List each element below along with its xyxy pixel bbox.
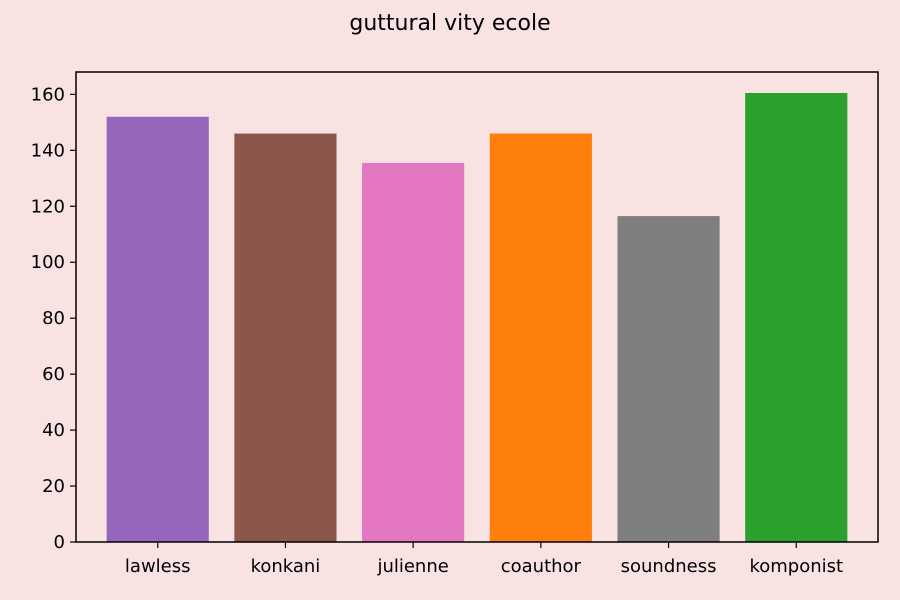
x-tick-label-komponist: komponist xyxy=(749,556,843,577)
x-tick-label-konkani: konkani xyxy=(251,556,321,577)
y-tick-label: 20 xyxy=(42,476,65,497)
bar-julienne xyxy=(362,162,465,543)
bar-konkani xyxy=(234,133,337,543)
y-tick-label: 40 xyxy=(42,420,65,441)
y-axis-ticks: 0 20 40 60 80 100 120 140 160 xyxy=(31,84,76,553)
x-axis-ticks: lawless konkani julienne coauthor soundness k… xyxy=(125,542,843,577)
bar-komponist xyxy=(745,92,848,542)
y-tick-label: 120 xyxy=(31,196,65,217)
bar-coauthor xyxy=(489,133,592,543)
y-tick-label: 0 xyxy=(54,532,65,553)
x-tick-label-coauthor: coauthor xyxy=(501,556,582,577)
bar-lawless xyxy=(106,116,209,542)
x-tick-label-julienne: julienne xyxy=(376,556,448,577)
y-tick-label: 140 xyxy=(31,140,65,161)
y-tick-label: 100 xyxy=(31,252,65,273)
x-tick-label-soundness: soundness xyxy=(621,556,717,577)
bar-soundness xyxy=(617,216,720,542)
chart-title: guttural vity ecole xyxy=(349,11,550,36)
plot-frame xyxy=(75,71,879,543)
x-tick-label-lawless: lawless xyxy=(125,556,191,577)
bars-layer xyxy=(106,92,848,543)
y-tick-label: 60 xyxy=(42,364,65,385)
y-tick-label: 80 xyxy=(42,308,65,329)
y-tick-label: 160 xyxy=(31,84,65,105)
